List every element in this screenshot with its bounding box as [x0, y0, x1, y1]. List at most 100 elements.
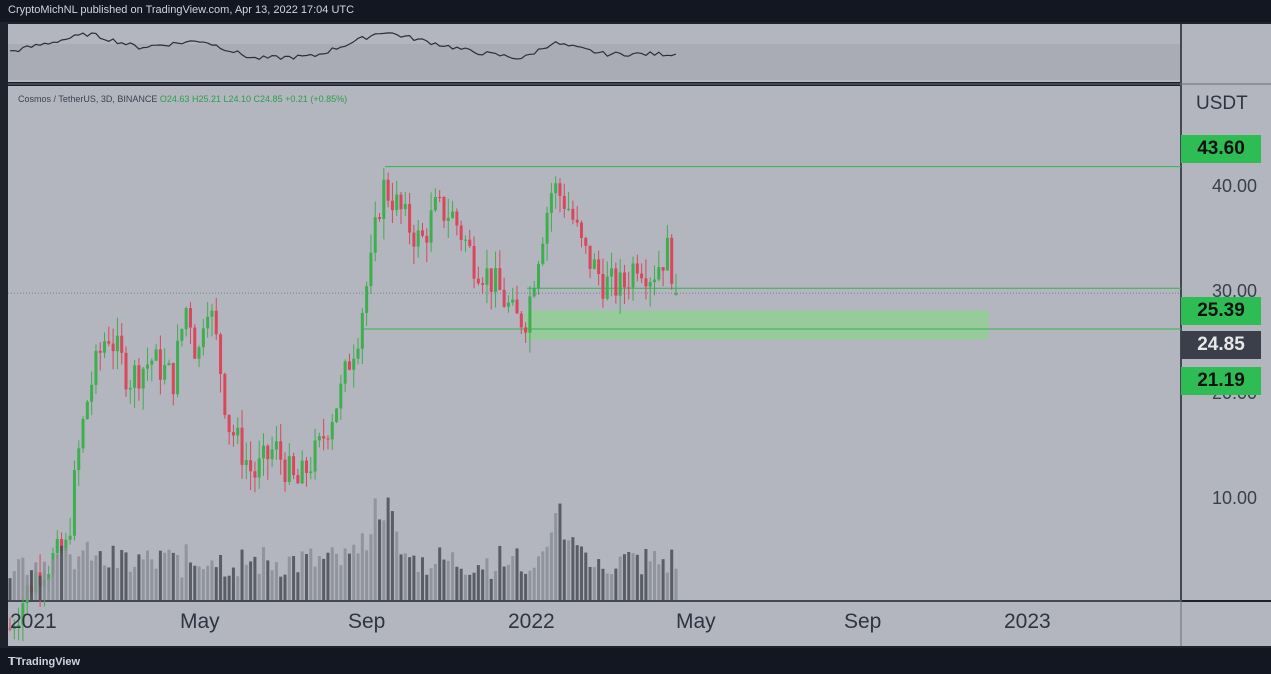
volume-bar [335, 553, 339, 600]
volume-bar [446, 560, 450, 600]
volume-bar [670, 549, 674, 600]
candle-body [55, 539, 59, 554]
volume-bar [558, 503, 562, 600]
volume-bar [34, 562, 38, 600]
candle-body [506, 302, 510, 307]
candle-body [412, 232, 416, 247]
candle-body [223, 373, 227, 415]
candle-body [270, 449, 274, 460]
candle-body [8, 628, 12, 630]
candle-body [618, 272, 622, 296]
candle-body [356, 348, 360, 359]
candle-body [425, 235, 429, 243]
legend-open: O24.63 [159, 94, 190, 104]
volume-bar [94, 555, 98, 600]
volume-bar [549, 532, 553, 600]
volume-bar [240, 549, 244, 600]
candle-body [206, 316, 210, 329]
candle-body [313, 440, 317, 472]
candle-body [352, 358, 356, 370]
candle-body [304, 460, 308, 474]
candle-body [420, 230, 424, 236]
candle-body [622, 272, 626, 288]
volume-bar [571, 537, 575, 600]
candle-body [386, 179, 390, 201]
volume-bar [399, 554, 403, 600]
volume-bar [111, 545, 115, 600]
volume-bar [12, 571, 16, 600]
candle-body [317, 436, 321, 441]
footer-bar: 𝗧TradingView [0, 648, 1271, 674]
volume-bar [532, 567, 536, 600]
candle-body [558, 183, 562, 196]
volume-bar [133, 566, 137, 600]
candle-body [597, 259, 601, 275]
volume-bar [610, 574, 614, 600]
volume-bar [158, 550, 162, 600]
candle-body [627, 287, 631, 289]
candle-body [227, 414, 231, 433]
volume-bar [653, 551, 657, 600]
candle-body [545, 212, 549, 244]
candle-body [257, 458, 261, 478]
candle-body [442, 197, 446, 221]
chart-legend: Cosmos / TetherUS, 3D, BINANCE O24.63 H2… [18, 94, 347, 104]
volume-bar [210, 560, 214, 600]
candle-body [498, 268, 502, 290]
candle-body [176, 340, 180, 395]
volume-bar [412, 555, 416, 600]
candle-body [154, 349, 158, 361]
candle-body [219, 334, 223, 374]
volume-bar [231, 567, 235, 600]
volume-bar [330, 547, 334, 600]
volume-bar [193, 565, 197, 600]
tradingview-logo[interactable]: 𝗧TradingView [8, 656, 81, 668]
volume-bar [154, 568, 158, 600]
candle-body [373, 217, 377, 253]
candle-body [171, 363, 175, 395]
volume-bar [223, 576, 227, 600]
volume-bar [180, 577, 184, 600]
candle-body [541, 243, 545, 264]
candle-body [94, 350, 98, 385]
candle-body [231, 432, 235, 436]
price-pane [8, 86, 1180, 600]
candle-body [197, 347, 201, 359]
currency-label[interactable]: USDT [1196, 93, 1248, 114]
price-tag-current: 24.85 [1181, 331, 1261, 359]
candle-body [653, 279, 657, 283]
volume-bar [489, 578, 493, 600]
volume-bar [150, 559, 154, 600]
legend-symbol: Cosmos / TetherUS, 3D, BINANCE [18, 94, 158, 104]
volume-bar [605, 573, 609, 600]
candle-body [68, 535, 72, 540]
volume-bar [459, 568, 463, 600]
candle-body [528, 296, 532, 333]
volume-bar [304, 554, 308, 600]
price-tag-support: 21.19 [1181, 367, 1261, 395]
volume-bar [476, 565, 480, 600]
candle-body [188, 308, 192, 328]
volume-bar [451, 552, 455, 600]
volume-bar [524, 573, 528, 600]
candle-body [214, 310, 218, 335]
candle-body [494, 268, 498, 292]
candle-body [601, 274, 605, 299]
candle-body [141, 368, 145, 389]
candle-body [592, 259, 596, 269]
volume-bar [661, 559, 665, 600]
candle-body [472, 246, 476, 279]
candle-body [77, 448, 81, 471]
candle-body [369, 252, 373, 287]
candle-body [468, 239, 472, 247]
volume-bar [395, 531, 399, 600]
price-tag-resistance: 43.60 [1181, 135, 1261, 163]
volume-bar [287, 556, 291, 600]
volume-bar [382, 520, 386, 600]
publish-info: CryptoMichNL published on TradingView.co… [8, 4, 355, 16]
candle-body [184, 308, 188, 330]
volume-bar [618, 556, 622, 600]
legend-high: H25.21 [191, 94, 221, 104]
volume-bar [541, 551, 545, 600]
candle-body [81, 418, 85, 449]
